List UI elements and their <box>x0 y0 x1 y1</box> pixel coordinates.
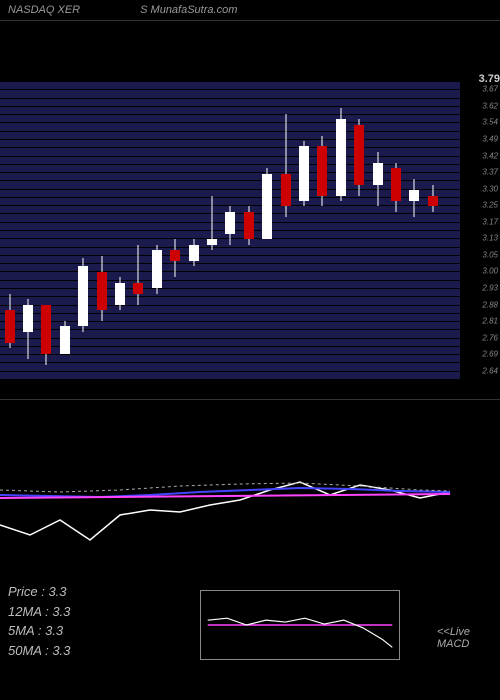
candle <box>152 81 162 381</box>
candle <box>170 81 180 381</box>
inset-label-macd: MACD <box>437 638 469 650</box>
current-price-tag: 3.79 <box>479 73 500 85</box>
candle <box>262 81 272 381</box>
inset-label-live: <<Live <box>437 626 470 638</box>
candle <box>299 81 309 381</box>
inset-label: <<Live MACD <box>437 626 470 650</box>
y-axis-tick: 2.69 <box>482 350 498 359</box>
y-axis-tick: 3.49 <box>482 134 498 143</box>
candle <box>428 81 438 381</box>
ticker-label: NASDAQ XER <box>8 4 80 16</box>
y-axis-tick: 3.30 <box>482 184 498 193</box>
candle <box>115 81 125 381</box>
y-axis-tick: 3.17 <box>482 217 498 226</box>
y-axis-tick: 3.62 <box>482 101 498 110</box>
y-axis-tick: 3.05 <box>482 250 498 259</box>
y-axis-tick: 2.88 <box>482 300 498 309</box>
source-label: S MunafaSutra.com <box>140 4 237 16</box>
info-readout: Price : 3.312MA : 3.35MA : 3.350MA : 3.3 <box>8 582 70 660</box>
y-axis-tick: 2.64 <box>482 366 498 375</box>
candles-layer <box>0 81 460 379</box>
candle <box>354 81 364 381</box>
candle <box>317 81 327 381</box>
y-axis-tick: 3.13 <box>482 234 498 243</box>
candle <box>133 81 143 381</box>
candle <box>225 81 235 381</box>
y-axis-labels: 3.67 3.62 3.54 3.49 3.42 3.37 3.30 3.25 3.17 3.13… <box>462 81 500 379</box>
candle <box>23 81 33 381</box>
candle <box>244 81 254 381</box>
macd-inset <box>200 590 400 660</box>
y-axis-tick: 2.76 <box>482 333 498 342</box>
candle <box>281 81 291 381</box>
info-line: 5MA : 3.3 <box>8 621 70 641</box>
y-axis-tick: 3.42 <box>482 151 498 160</box>
candle <box>189 81 199 381</box>
candle <box>60 81 70 381</box>
y-axis-tick: 3.00 <box>482 267 498 276</box>
info-line: Price : 3.3 <box>8 582 70 602</box>
candlestick-chart: 3.67 3.62 3.54 3.49 3.42 3.37 3.30 3.25 3.17 3.13… <box>0 20 500 400</box>
y-axis-tick: 2.81 <box>482 317 498 326</box>
y-axis-tick: 3.67 <box>482 85 498 94</box>
inset-macd-line <box>208 618 393 647</box>
chart-header: NASDAQ XER S MunafaSutra.com <box>0 0 500 20</box>
candle <box>41 81 51 381</box>
y-axis-tick: 2.93 <box>482 283 498 292</box>
info-line: 50MA : 3.3 <box>8 641 70 661</box>
candle <box>5 81 15 381</box>
candle <box>373 81 383 381</box>
candle <box>207 81 217 381</box>
macd-inset-svg <box>201 591 399 659</box>
candle <box>391 81 401 381</box>
candle <box>97 81 107 381</box>
y-axis-tick: 3.54 <box>482 118 498 127</box>
candle <box>409 81 419 381</box>
info-line: 12MA : 3.3 <box>8 602 70 622</box>
candle <box>78 81 88 381</box>
y-axis-tick: 3.25 <box>482 201 498 210</box>
candle <box>336 81 346 381</box>
y-axis-tick: 3.37 <box>482 168 498 177</box>
indicator-lines <box>0 440 460 560</box>
